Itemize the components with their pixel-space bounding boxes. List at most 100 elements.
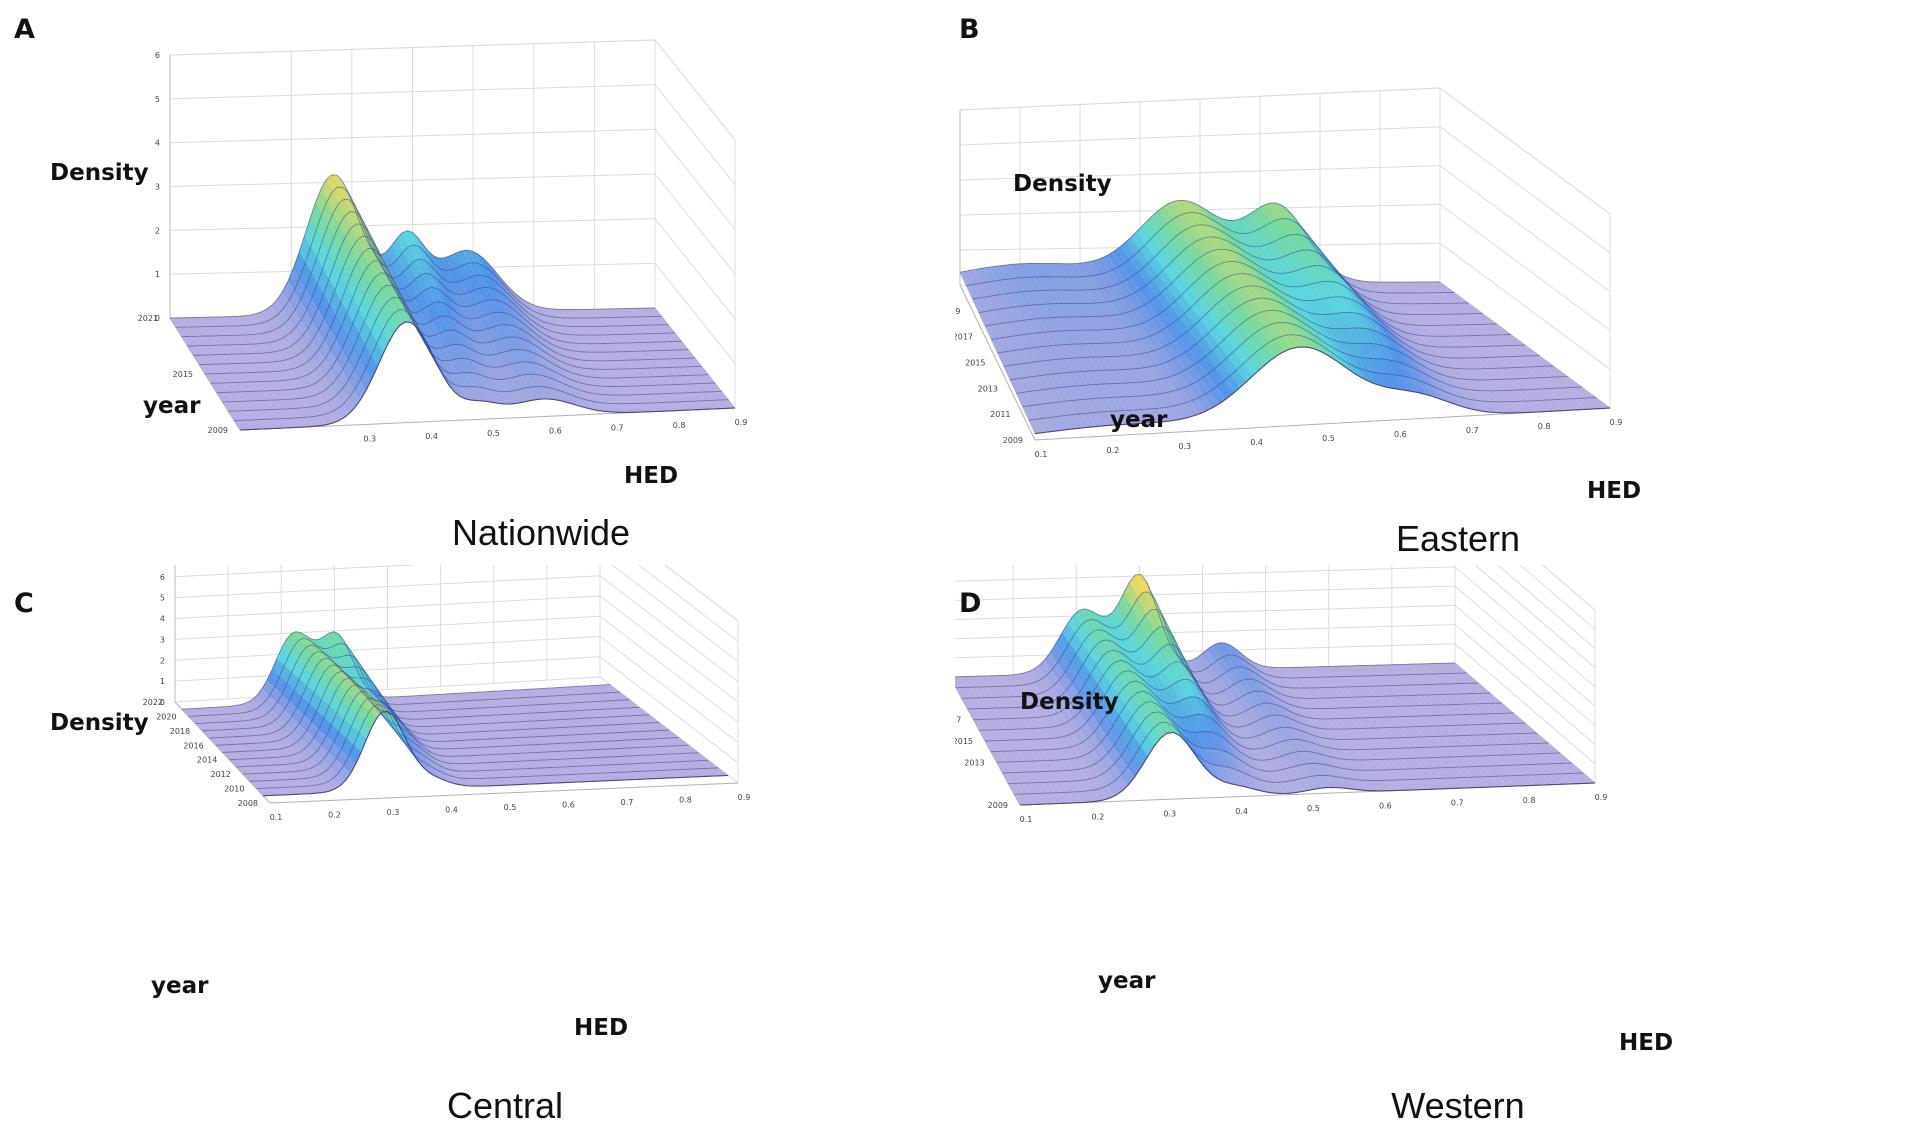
z-tick-label: 1: [155, 270, 160, 279]
z-gridline: [654, 218, 736, 319]
y-axis-label: year: [151, 973, 209, 999]
year-ridge-line: [996, 690, 1549, 763]
z-gridline: [1496, 565, 1596, 649]
y-tick-label: 2013: [964, 758, 984, 767]
year-ridge-line: [990, 680, 1537, 753]
x-tick-label: 0.4: [425, 432, 438, 441]
year-ridge-line: [222, 284, 716, 403]
y-axis-line: [959, 284, 1036, 441]
panel-label: C: [14, 588, 34, 619]
x-tick-label: 0.9: [738, 793, 751, 802]
y-axis-label: year: [1098, 968, 1156, 994]
y-tick-label: 2009: [208, 426, 228, 435]
z-tick-label: 6: [160, 573, 165, 582]
year-ridge-line: [236, 684, 689, 768]
panel-label: B: [959, 14, 980, 45]
front-ridge-line: [239, 321, 736, 431]
year-ridge-line: [210, 260, 702, 384]
x-axis-label: HED: [1619, 1030, 1674, 1056]
density-surface: [959, 199, 1611, 435]
z-tick-label: 6: [155, 51, 160, 60]
y-tick-label: 2016: [183, 741, 203, 750]
x-tick-label: 0.5: [487, 429, 500, 438]
year-ridge-line: [193, 223, 682, 356]
y-tick-label: 2021: [138, 314, 158, 323]
chart-panel-nationwide: 0 1 2 3 4 5 6 0.3 0.4 0.5 0.6 0.7 0.8 0.9 2009 2015 2021…: [0, 0, 955, 565]
year-ridge-line: [249, 697, 709, 782]
year-ridge-line: [1016, 309, 1568, 394]
x-tick-label: 0.5: [1307, 804, 1320, 813]
y-tick-label: 2020: [156, 712, 176, 721]
y-tick-label: 2017: [955, 333, 973, 342]
year-ridge-line: [973, 644, 1502, 721]
z-gridline: [599, 636, 739, 743]
z-tick-label: 5: [155, 95, 160, 104]
y-tick-label: 2019: [955, 307, 961, 316]
z-gridline: [1439, 242, 1611, 370]
x-tick-label: 0.1: [1035, 450, 1048, 459]
y-tick-label: 2015: [965, 359, 985, 368]
density-surface: [181, 630, 729, 797]
y-tick-label: 2015: [173, 370, 193, 379]
z-tick-label: 2: [160, 656, 165, 665]
z-gridline: [654, 129, 736, 230]
chart-title: Nationwide: [451, 512, 631, 553]
z-gridline: [955, 604, 1456, 621]
z-gridline: [654, 84, 736, 185]
z-gridline: [599, 575, 739, 683]
x-tick-label: 0.9: [735, 418, 748, 427]
y-tick-label: 2014: [197, 756, 217, 765]
year-ridge-line: [1008, 711, 1572, 785]
year-ridge-line: [188, 637, 620, 717]
z-gridline: [664, 565, 739, 622]
y-tick-label: 2015: [955, 737, 973, 746]
y-axis-label: year: [1110, 407, 1168, 433]
chart-panel-eastern: 0123450.10.20.30.40.50.60.70.80.92009201…: [955, 0, 1910, 565]
x-tick-label: 0.4: [445, 806, 458, 815]
year-ridge-line: [959, 199, 1440, 283]
x-tick-label: 0.8: [1538, 422, 1551, 431]
z-gridline: [1454, 624, 1596, 745]
z-gridline: [654, 39, 736, 141]
chart-title: Central: [446, 1085, 564, 1126]
panel-label: D: [959, 588, 982, 619]
z-tick-label: 3: [155, 183, 160, 192]
density-surface: [169, 174, 736, 431]
x-tick-label: 0.7: [611, 424, 624, 433]
x-tick-label: 0.8: [679, 796, 692, 805]
front-ridge-line: [1019, 731, 1596, 806]
x-tick-label: 0.7: [621, 798, 634, 807]
x-tick-label: 0.3: [1163, 810, 1176, 819]
year-ridge-line: [978, 236, 1483, 316]
year-ridge-line: [202, 651, 640, 732]
year-ridge-line: [187, 211, 676, 347]
x-tick-label: 0.9: [1610, 418, 1623, 427]
x-tick-label: 0.6: [562, 801, 575, 810]
x-axis-label: HED: [1587, 478, 1642, 504]
z-tick-label: 4: [155, 139, 160, 148]
year-ridge-line: [955, 591, 1467, 689]
z-gridline: [599, 656, 739, 764]
z-tick-label: 2: [155, 226, 160, 235]
year-ridge-line: [208, 657, 650, 739]
x-tick-label: 0.3: [1178, 442, 1191, 451]
z-gridline: [1454, 643, 1596, 765]
year-ridge-line: [997, 273, 1526, 354]
z-gridline: [1454, 585, 1596, 707]
x-tick-label: 0.3: [363, 435, 376, 444]
z-tick-label: 5: [160, 594, 165, 603]
x-axis-line: [269, 782, 739, 804]
year-ridge-line: [204, 247, 696, 375]
y-tick-label: 2009: [1003, 436, 1023, 445]
year-ridge-line: [1014, 721, 1584, 795]
x-tick-label: 0.9: [1595, 793, 1608, 802]
year-ridge-line: [228, 297, 722, 412]
z-gridline: [955, 566, 1456, 582]
x-tick-label: 0.7: [1466, 426, 1479, 435]
year-ridge-line: [222, 670, 670, 753]
x-tick-label: 0.8: [1523, 796, 1536, 805]
y-tick-label: 2012: [210, 770, 230, 779]
year-ridge-line: [199, 235, 689, 366]
z-axis-label: Density: [1020, 689, 1119, 715]
